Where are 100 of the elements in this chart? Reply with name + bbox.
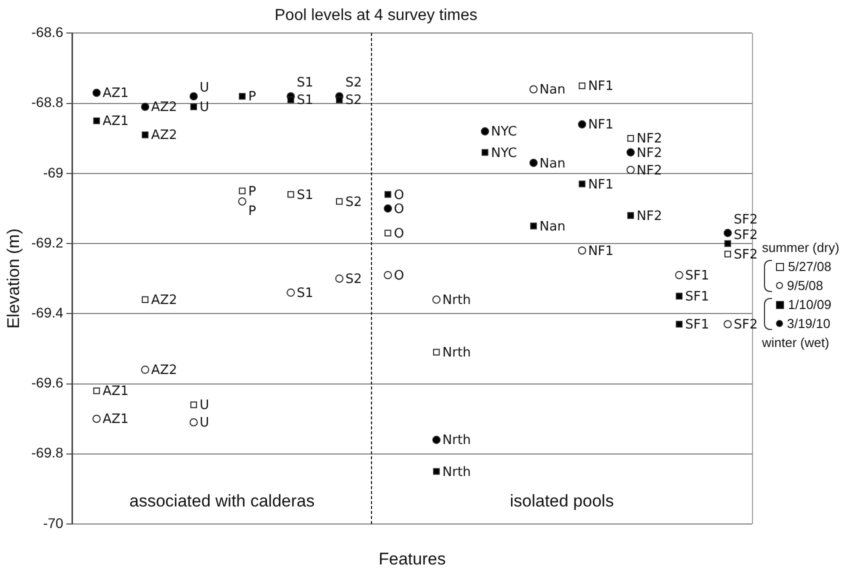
data-label: U <box>200 416 210 431</box>
data-label: SF2 <box>734 228 758 243</box>
point <box>238 92 246 100</box>
point <box>384 204 392 213</box>
data-label: NF1 <box>588 118 614 133</box>
data-label: AZ1 <box>102 114 129 130</box>
data-label: U <box>200 80 210 96</box>
point <box>336 96 343 104</box>
data-label: SF1 <box>685 318 710 333</box>
point <box>529 85 538 94</box>
point <box>384 230 392 236</box>
data-label: U <box>200 100 210 116</box>
y-tick-label: -69.8 <box>31 444 64 461</box>
x-axis-title: Features <box>378 549 446 568</box>
point <box>676 320 683 328</box>
data-label: O <box>394 188 404 203</box>
point <box>530 222 537 230</box>
point <box>92 88 101 97</box>
data-label: NF2 <box>636 132 662 147</box>
annotation: isolated pools <box>510 492 614 511</box>
legend-label: 3/19/10 <box>787 316 830 331</box>
y-axis-title: Elevation (m) <box>4 228 23 329</box>
data-label: O <box>394 268 404 284</box>
data-label: NF1 <box>588 79 614 94</box>
point <box>142 132 148 138</box>
point <box>724 250 732 258</box>
point <box>578 120 586 128</box>
point <box>287 96 294 104</box>
data-label: Nan <box>540 219 566 234</box>
data-label: AZ2 <box>151 100 178 116</box>
y-tick-label: -69 <box>43 164 64 180</box>
data-label: Nrth <box>442 293 471 308</box>
point <box>626 166 635 174</box>
data-label: AZ2 <box>151 293 178 308</box>
point <box>626 148 635 156</box>
point <box>190 401 198 408</box>
annotation: associated with calderas <box>129 492 315 511</box>
point <box>190 418 198 426</box>
data-label: P <box>248 204 256 219</box>
data-label: SF2 <box>734 247 758 262</box>
y-tick-label: -69.6 <box>31 374 64 391</box>
point <box>480 127 490 136</box>
point <box>482 149 488 156</box>
data-label: Nan <box>540 156 566 172</box>
point <box>529 158 538 168</box>
point <box>141 366 150 374</box>
data-label: SF1 <box>685 268 710 284</box>
legend-label: 5/27/08 <box>788 259 832 274</box>
data-label: P <box>248 90 256 105</box>
point <box>384 270 392 280</box>
y-tick-label: -68.8 <box>31 94 64 110</box>
data-label: AZ2 <box>151 363 178 378</box>
data-label: S2 <box>345 194 362 210</box>
text: winter (wet) <box>762 334 830 352</box>
point <box>238 188 246 194</box>
point <box>286 288 295 297</box>
y-tick-label: -69.4 <box>31 304 64 321</box>
point <box>627 212 634 219</box>
point <box>335 274 344 283</box>
data-label: NF1 <box>588 244 614 259</box>
data-label: Nan <box>540 82 566 98</box>
data-label: S1 <box>296 188 314 203</box>
data-label: S1 <box>296 286 314 301</box>
text: summer (dry) <box>762 239 840 257</box>
y-tick-label: -69.2 <box>31 234 64 250</box>
data-label: P <box>248 184 256 200</box>
legend-label: 9/5/08 <box>787 278 824 293</box>
point <box>287 191 294 198</box>
point <box>676 292 683 300</box>
chart-title: Pool levels at 4 survey times <box>274 7 478 24</box>
point <box>190 103 198 110</box>
point <box>93 387 100 394</box>
point <box>578 82 586 90</box>
legend-label: 1/10/09 <box>788 297 832 312</box>
y-tick-label: -68.6 <box>31 24 64 40</box>
point <box>724 320 732 328</box>
data-label: AZ1 <box>102 384 129 400</box>
data-label: Nrth <box>442 346 471 361</box>
data-label: Nrth <box>442 464 471 480</box>
data-label: SF2 <box>734 212 758 228</box>
data-label: AZ2 <box>151 128 178 144</box>
data-label: NF1 <box>588 177 614 192</box>
data-label: S2 <box>345 272 362 287</box>
point <box>238 197 246 206</box>
point <box>432 296 441 304</box>
data-label: S1 <box>296 76 314 91</box>
data-label: S2 <box>345 76 362 91</box>
data-label: SF2 <box>734 318 758 333</box>
data-label: Nrth <box>442 433 471 448</box>
point <box>433 348 440 356</box>
point <box>190 92 198 100</box>
data-label: NYC <box>490 146 518 161</box>
point <box>92 414 101 423</box>
point <box>142 296 148 303</box>
point <box>675 270 684 280</box>
data-label: O <box>394 202 404 217</box>
point <box>384 191 392 198</box>
point <box>433 468 440 475</box>
data-label: NF2 <box>636 208 662 224</box>
point <box>578 246 586 255</box>
